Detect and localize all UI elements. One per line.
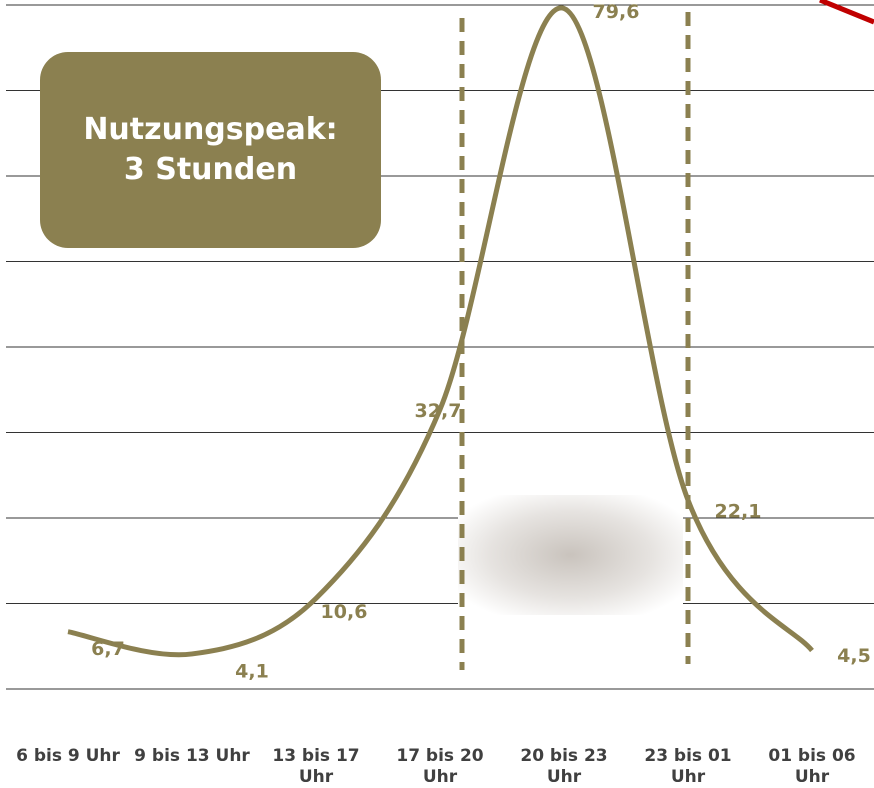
x-tick-label: 17 bis 20 Uhr — [396, 746, 484, 787]
laptop-image — [458, 495, 683, 615]
data-label: 6,7 — [91, 638, 125, 660]
data-label: 22,1 — [715, 501, 762, 523]
data-label: 10,6 — [321, 601, 368, 623]
data-line — [67, 5, 814, 658]
x-tick-label: 23 bis 01 Uhr — [644, 746, 732, 787]
data-label: 4,1 — [235, 660, 269, 682]
data-label: 79,6 — [593, 1, 640, 23]
data-label: 4,5 — [837, 645, 871, 667]
x-tick-label: 9 bis 13 Uhr — [134, 746, 250, 766]
data-label: 32,7 — [415, 400, 462, 422]
x-tick-label: 6 bis 9 Uhr — [16, 746, 120, 766]
decoration — [819, 0, 874, 25]
x-tick-label: 20 bis 23 Uhr — [520, 746, 608, 787]
x-tick-label: 13 bis 17 Uhr — [272, 746, 360, 787]
x-tick-label: 01 bis 06 Uhr — [768, 746, 856, 787]
annotation-box: Nutzungspeak: 3 Stunden — [40, 52, 381, 248]
annotation-line: Nutzungspeak: — [83, 112, 338, 147]
annotation-line: 3 Stunden — [123, 152, 298, 187]
